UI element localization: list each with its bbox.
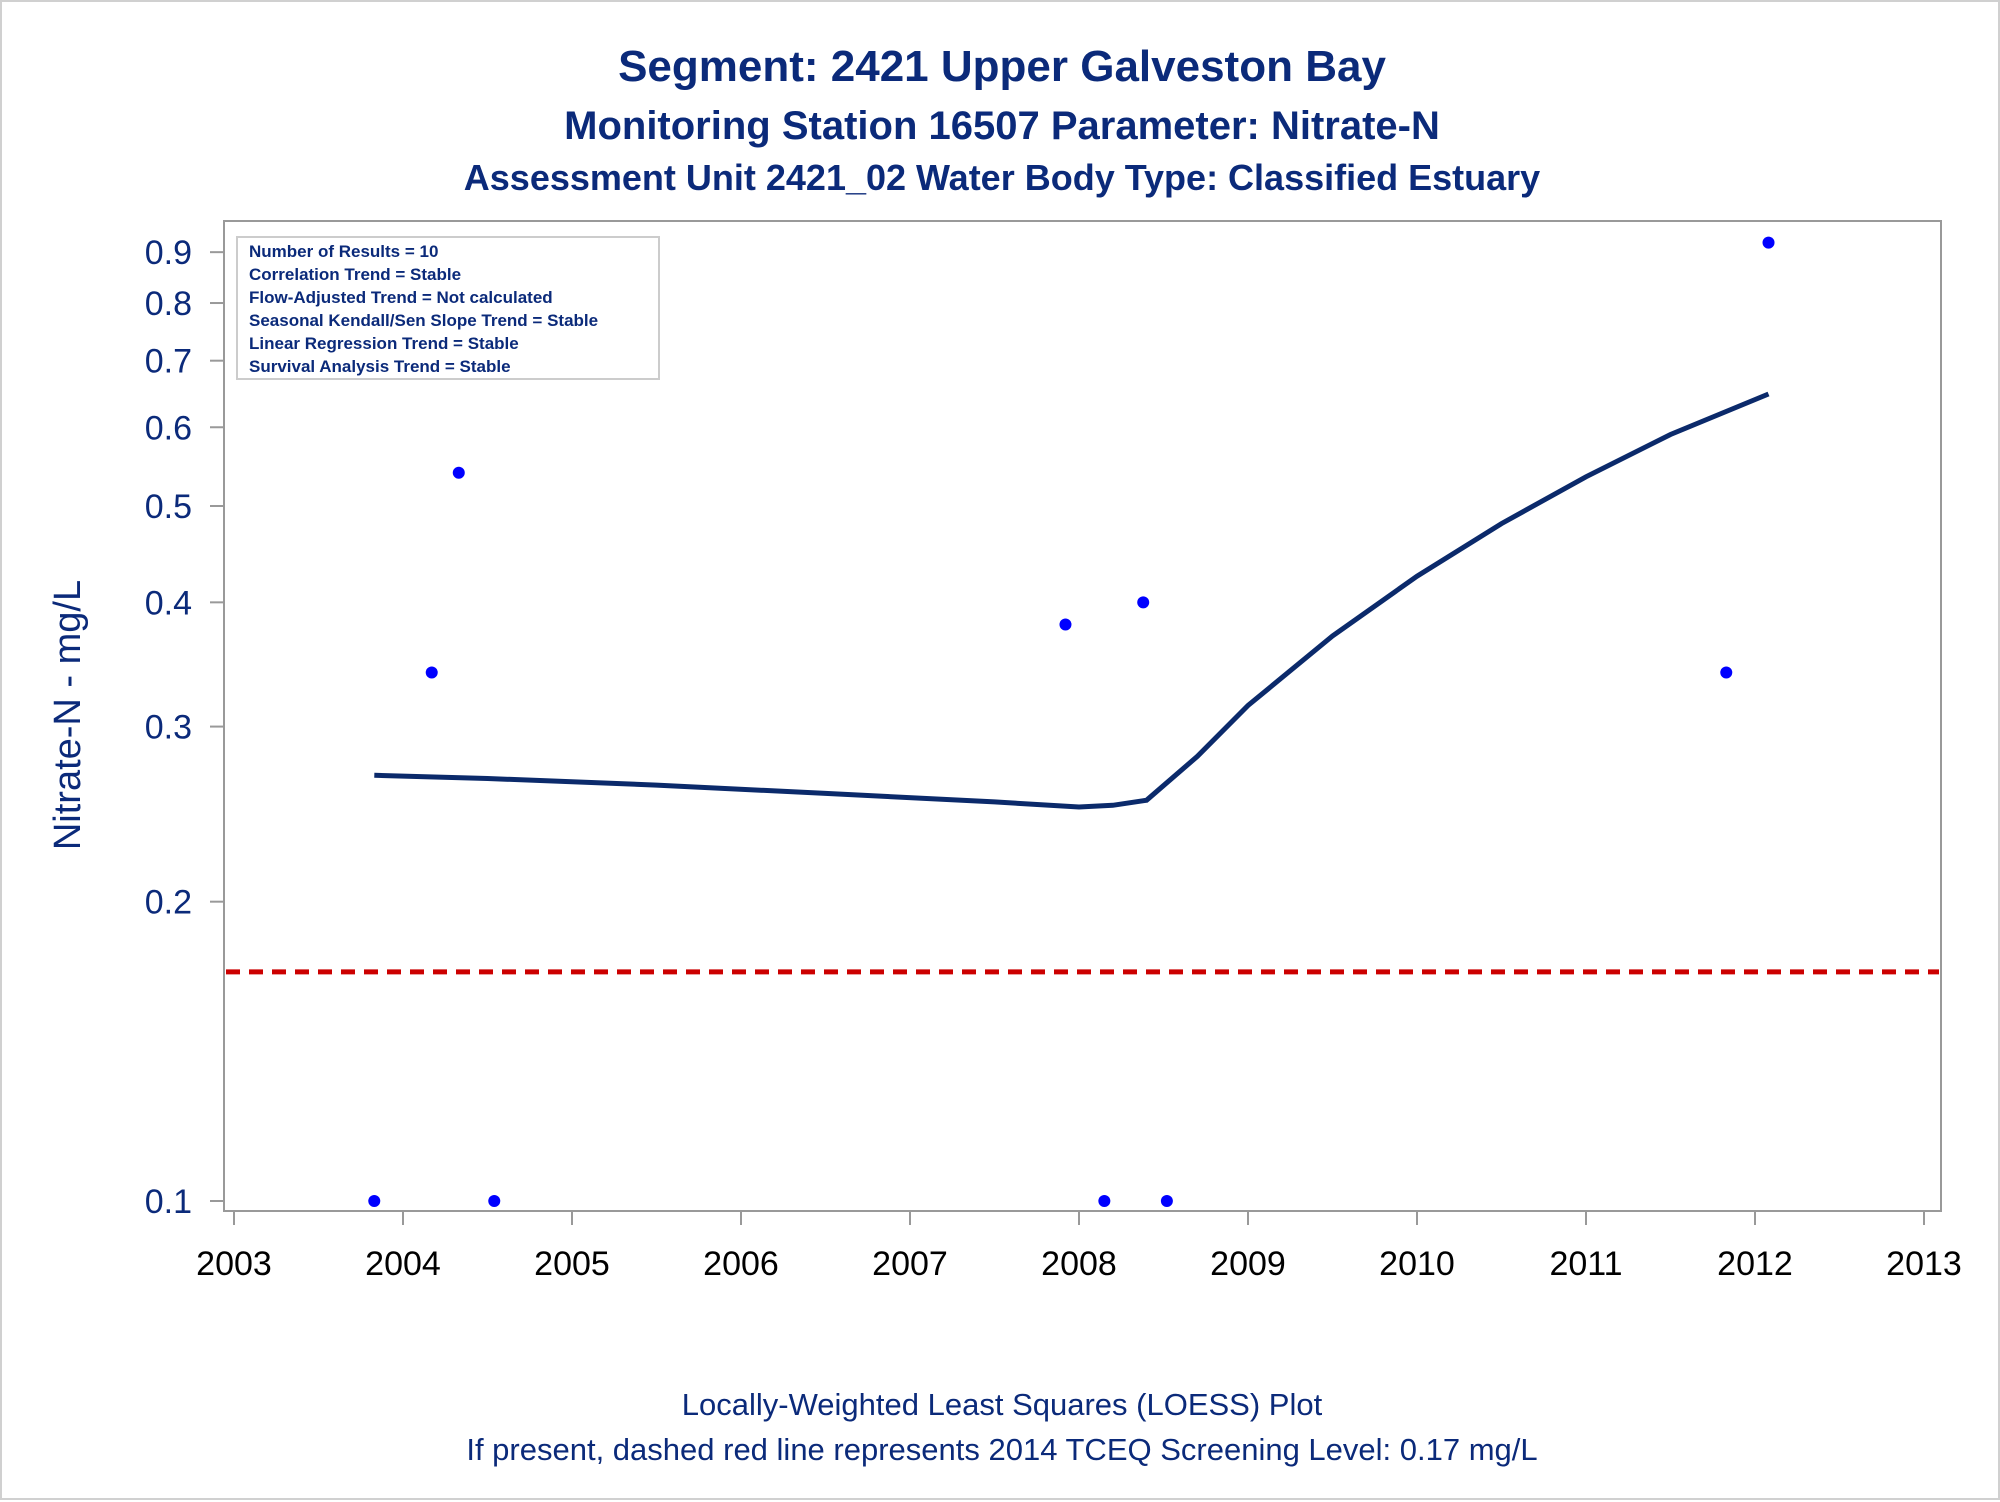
data-point — [488, 1195, 501, 1207]
stats-box: Number of Results = 10 Correlation Trend… — [236, 236, 660, 380]
stats-line: Number of Results = 10 — [249, 242, 438, 261]
y-tick-label: 0.8 — [145, 285, 192, 323]
y-tick-label: 0.5 — [145, 488, 192, 526]
stats-box-border — [236, 236, 660, 380]
chart-subtitle-1: Monitoring Station 16507 Parameter: Nitr… — [564, 104, 1440, 148]
stats-line: Flow-Adjusted Trend = Not calculated — [249, 288, 553, 307]
loess-curve — [374, 391, 1770, 810]
footnote-1: Locally-Weighted Least Squares (LOESS) P… — [682, 1387, 1323, 1422]
stats-line: Seasonal Kendall/Sen Slope Trend = Stabl… — [249, 311, 598, 330]
y-tick-label: 0.4 — [145, 584, 192, 622]
x-tick-label: 2006 — [703, 1245, 779, 1283]
data-point — [1720, 666, 1733, 679]
footnote-2: If present, dashed red line represents 2… — [466, 1432, 1537, 1467]
x-tick-label: 2008 — [1041, 1245, 1117, 1283]
y-axis-label: Nitrate-N - mg/L — [47, 580, 89, 850]
footnotes: Locally-Weighted Least Squares (LOESS) P… — [466, 1387, 1537, 1467]
data-point — [1160, 1195, 1173, 1207]
plot-area — [223, 220, 1942, 1212]
y-tick-label: 0.6 — [145, 409, 192, 447]
x-axis: 2003 2004 2005 2006 2007 2008 2009 2010 2011 2012… — [196, 1211, 1962, 1283]
stats-line: Linear Regression Trend = Stable — [249, 334, 519, 353]
data-point — [1137, 596, 1150, 609]
x-tick-label: 2010 — [1379, 1245, 1455, 1283]
y-tick-label: 0.2 — [145, 884, 192, 922]
y-tick-label: 0.1 — [145, 1183, 192, 1221]
stats-line: Survival Analysis Trend = Stable — [249, 357, 511, 376]
x-tick-label: 2007 — [872, 1245, 948, 1283]
x-tick-label: 2012 — [1717, 1245, 1793, 1283]
y-tick-label: 0.7 — [145, 343, 192, 381]
data-point — [1059, 618, 1072, 631]
x-tick-label: 2013 — [1886, 1245, 1962, 1283]
chart-titles: Segment: 2421 Upper Galveston Bay Monito… — [464, 42, 1540, 198]
x-tick-label: 2011 — [1549, 1245, 1622, 1283]
stats-line: Correlation Trend = Stable — [249, 265, 461, 284]
data-point — [368, 1195, 381, 1207]
x-tick-label: 2003 — [196, 1245, 272, 1283]
y-tick-label: 0.3 — [145, 709, 192, 747]
data-point — [1762, 236, 1775, 249]
y-tick-label: 0.9 — [145, 234, 192, 272]
data-point — [452, 466, 465, 479]
x-tick-label: 2009 — [1210, 1245, 1286, 1283]
data-point — [1098, 1195, 1111, 1207]
y-axis: 0.1 0.2 0.3 0.4 0.5 0.6 0.7 0.8 0.9 — [145, 234, 224, 1221]
chart-title: Segment: 2421 Upper Galveston Bay — [618, 42, 1386, 91]
data-point — [425, 666, 438, 679]
data-points — [368, 236, 1775, 1207]
x-tick-label: 2005 — [534, 1245, 610, 1283]
x-tick-label: 2004 — [365, 1245, 441, 1283]
chart-subtitle-2: Assessment Unit 2421_02 Water Body Type:… — [464, 157, 1540, 198]
